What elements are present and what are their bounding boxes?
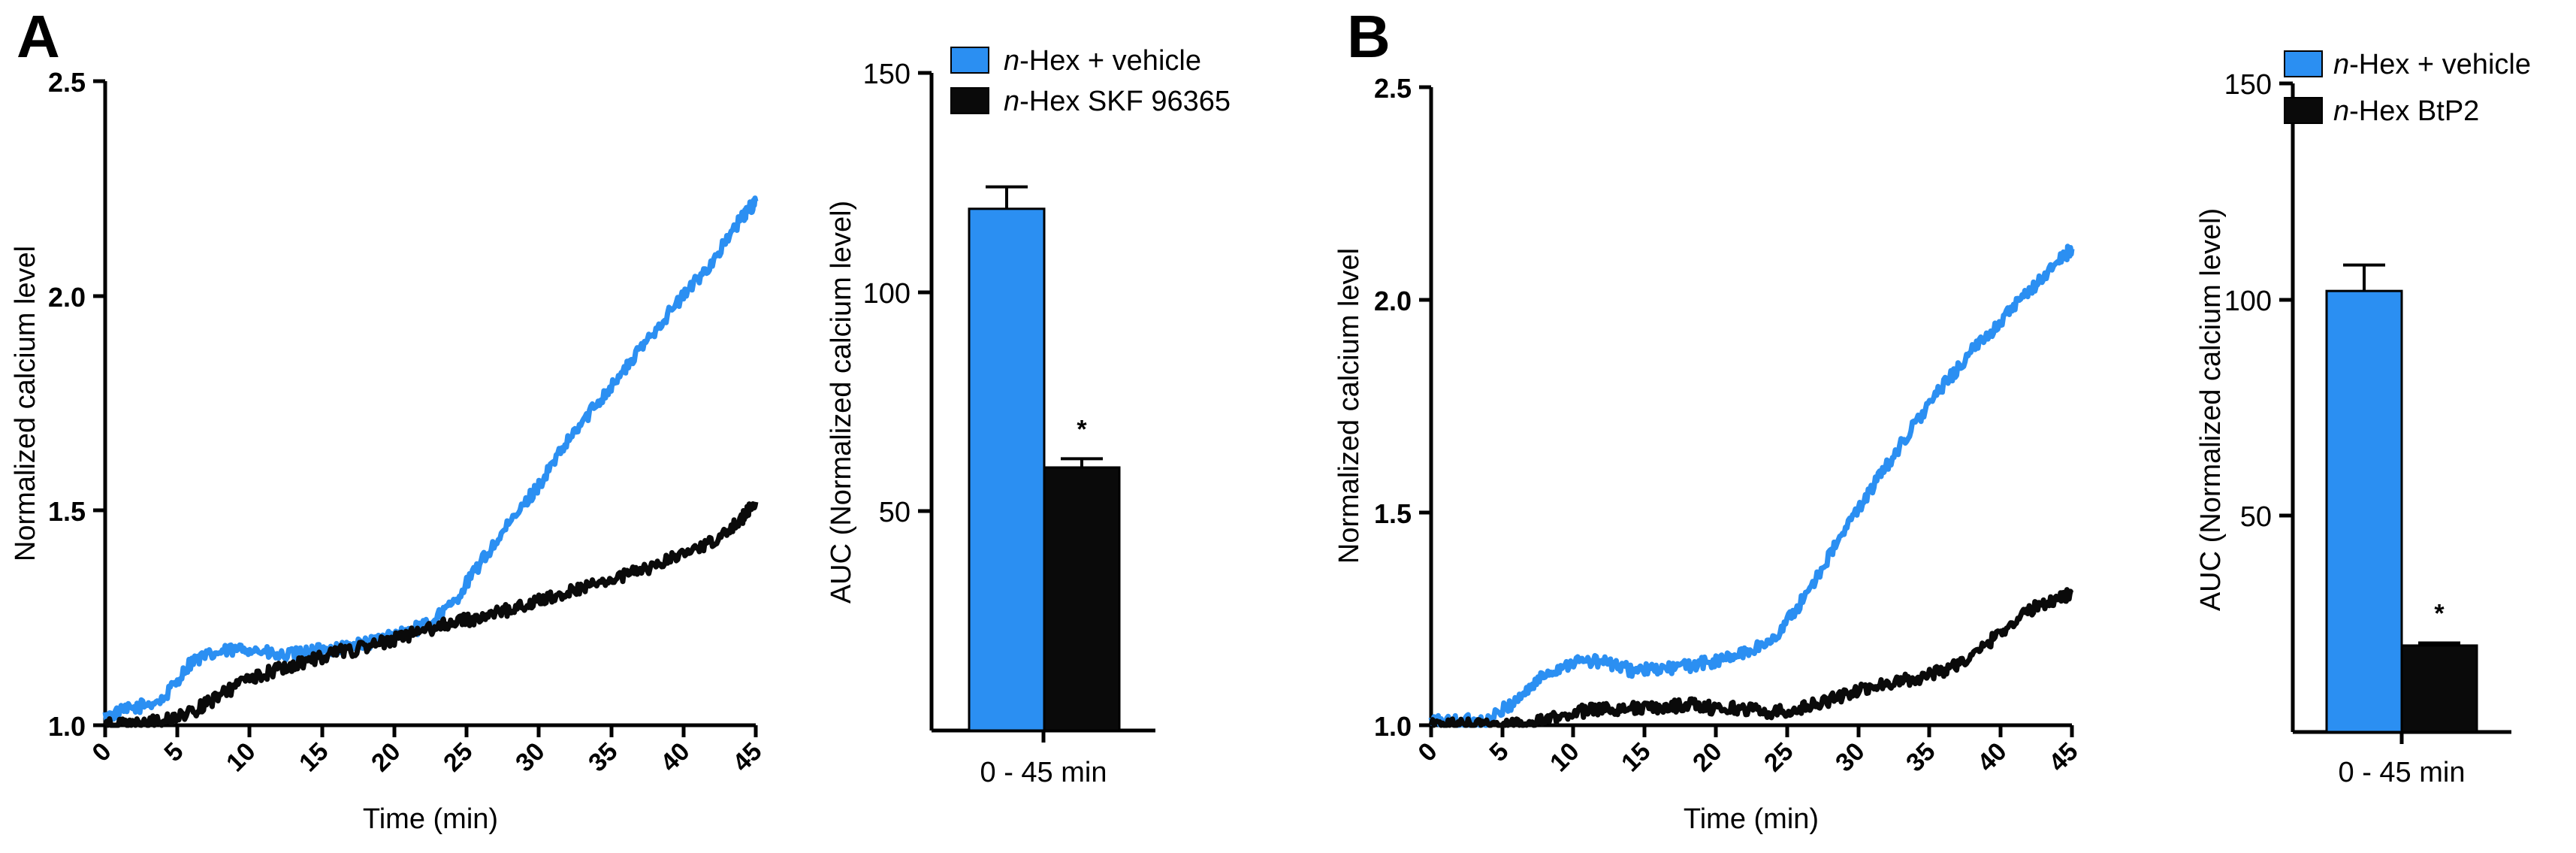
panel-a-bar-chart: 50 100 150 AUC (Normalized calcium level… xyxy=(826,45,1231,788)
x-tick-label: 35 xyxy=(583,737,624,778)
panel-a-line-y-ticks: 1.0 1.5 2.0 2.5 xyxy=(48,67,105,742)
legend-label-treatment: n-Hex SKF 96365 xyxy=(1004,86,1231,117)
x-tick-label: 25 xyxy=(1759,737,1799,778)
panel-a-line-x-label: Time (min) xyxy=(363,803,498,835)
panel-b-line-x-ticks: 0 5 10 15 20 25 30 35 40 45 xyxy=(1412,725,2084,778)
panel-a-legend: n-Hex + vehicle n-Hex SKF 96365 xyxy=(950,45,1231,117)
panel-a-line-series xyxy=(102,195,759,728)
x-tick-label: 20 xyxy=(366,737,406,778)
bar-treatment xyxy=(1043,466,1121,732)
panel-a-line-x-ticks: 0 5 10 15 20 25 30 35 40 45 xyxy=(86,725,768,778)
legend-swatch-treatment xyxy=(2284,97,2323,124)
panel-a: A 1.0 1.5 2.0 2.5 xyxy=(10,3,1231,835)
y-tick-label: 100 xyxy=(863,278,911,310)
panel-a-letter: A xyxy=(17,3,60,70)
x-tick-label: 0 xyxy=(1412,737,1442,767)
panel-b-bars xyxy=(2325,263,2478,734)
series-line-vehicle xyxy=(1428,243,2075,728)
y-tick-label: 1.0 xyxy=(48,711,86,742)
panel-b-line-y-ticks: 1.0 1.5 2.0 2.5 xyxy=(1374,73,1431,742)
y-tick-label: 50 xyxy=(879,497,911,528)
significance-star: * xyxy=(1077,415,1087,443)
x-tick-label: 10 xyxy=(1545,737,1585,778)
legend-swatch-vehicle xyxy=(950,47,989,74)
panel-a-line-y-label: Normalized calcium level xyxy=(10,246,41,561)
panel-a-line-chart: 1.0 1.5 2.0 2.5 0 5 10 15 20 xyxy=(10,67,768,835)
series-line-treatment xyxy=(1428,587,2074,728)
panel-b-letter: B xyxy=(1347,3,1391,70)
x-tick-label: 25 xyxy=(438,737,479,778)
y-tick-label: 100 xyxy=(2224,286,2272,317)
panel-a-bars xyxy=(968,185,1121,732)
bar-vehicle xyxy=(2325,289,2403,734)
panel-b-bar-y-label: AUC (Normalized calcium level) xyxy=(2195,208,2227,611)
legend-label-treatment: n-Hex BtP2 xyxy=(2333,95,2479,127)
legend-swatch-vehicle xyxy=(2284,50,2323,77)
panel-b-line-y-label: Normalized calcium level xyxy=(1333,248,1365,564)
y-tick-label: 2.5 xyxy=(1374,73,1412,104)
series-line-treatment xyxy=(102,501,759,728)
x-tick-label: 15 xyxy=(294,737,334,778)
x-tick-label: 15 xyxy=(1616,737,1656,778)
legend-swatch-treatment xyxy=(950,87,989,114)
panel-a-bar-y-ticks: 50 100 150 xyxy=(863,59,932,528)
panel-b-line-chart: 1.0 1.5 2.0 2.5 0 5 10 15 20 xyxy=(1333,73,2084,835)
x-tick-label: 30 xyxy=(1830,737,1871,778)
y-tick-label: 1.5 xyxy=(48,496,86,527)
panel-b-bar-y-ticks: 50 100 150 xyxy=(2224,69,2293,533)
x-tick-label: 40 xyxy=(1972,737,2013,778)
y-tick-label: 50 xyxy=(2240,501,2272,533)
x-tick-label: 10 xyxy=(221,737,261,778)
x-tick-label: 20 xyxy=(1687,737,1728,778)
panel-b-line-series xyxy=(1428,243,2075,728)
y-tick-label: 2.0 xyxy=(1374,286,1412,316)
panel-a-bar-y-label: AUC (Normalized calcium level) xyxy=(826,201,857,603)
x-tick-label: 30 xyxy=(510,737,551,778)
y-tick-label: 150 xyxy=(2224,69,2272,101)
panel-a-bar-x-label: 0 - 45 min xyxy=(980,757,1107,788)
y-tick-label: 2.5 xyxy=(48,67,86,98)
y-tick-label: 150 xyxy=(863,59,911,90)
legend-label-vehicle: n-Hex + vehicle xyxy=(1004,45,1201,77)
x-tick-label: 35 xyxy=(1901,737,1941,778)
bar-treatment xyxy=(2400,644,2478,734)
panel-b: B 1.0 1.5 2.0 2.5 xyxy=(1333,3,2531,835)
panel-b-legend: n-Hex + vehicle n-Hex BtP2 xyxy=(2284,49,2531,127)
x-tick-label: 40 xyxy=(655,737,696,778)
y-tick-label: 1.5 xyxy=(1374,498,1412,529)
y-tick-label: 2.0 xyxy=(48,282,86,313)
y-tick-label: 1.0 xyxy=(1374,711,1412,742)
panel-b-bar-x-label: 0 - 45 min xyxy=(2339,757,2466,788)
significance-star: * xyxy=(2434,599,2445,628)
x-tick-label: 45 xyxy=(727,737,768,778)
panel-b-bar-chart: 50 100 150 AUC (Normalized calcium level… xyxy=(2195,49,2531,788)
series-line-vehicle xyxy=(102,195,759,724)
panel-b-line-x-label: Time (min) xyxy=(1684,803,1819,835)
x-tick-label: 5 xyxy=(159,737,189,767)
legend-label-vehicle: n-Hex + vehicle xyxy=(2333,49,2531,80)
x-tick-label: 45 xyxy=(2043,737,2084,778)
bar-vehicle xyxy=(968,207,1046,732)
x-tick-label: 0 xyxy=(86,737,116,767)
x-tick-label: 5 xyxy=(1484,737,1514,767)
